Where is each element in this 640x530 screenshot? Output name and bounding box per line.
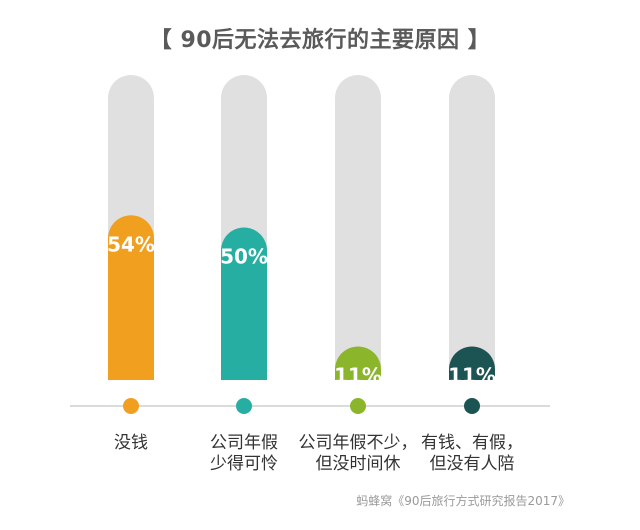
data-label: 54% [107, 232, 155, 256]
axis-marker [464, 398, 480, 414]
bar [108, 215, 154, 380]
category-label: 没钱 [114, 433, 148, 453]
axis-marker [350, 398, 366, 414]
data-label: 50% [220, 245, 268, 269]
data-label: 11% [334, 363, 382, 387]
category-label: 有钱、有假， 但没有人陪 [421, 433, 523, 474]
bar-track [335, 75, 381, 380]
axis-marker [123, 398, 139, 414]
category-label: 公司年假不少， 但没时间休 [298, 433, 418, 474]
chart-title: 【 90后无法去旅行的主要原因 】 [149, 28, 491, 53]
category-label: 公司年假 少得可怜 [210, 433, 278, 474]
source-note: 蚂蜂窝《90后旅行方式研究报告2017》 [356, 494, 570, 508]
bar [335, 346, 381, 380]
bar-track [449, 75, 495, 380]
bar [221, 227, 267, 380]
data-label: 11% [448, 363, 496, 387]
axis-marker [236, 398, 252, 414]
bar [449, 346, 496, 380]
